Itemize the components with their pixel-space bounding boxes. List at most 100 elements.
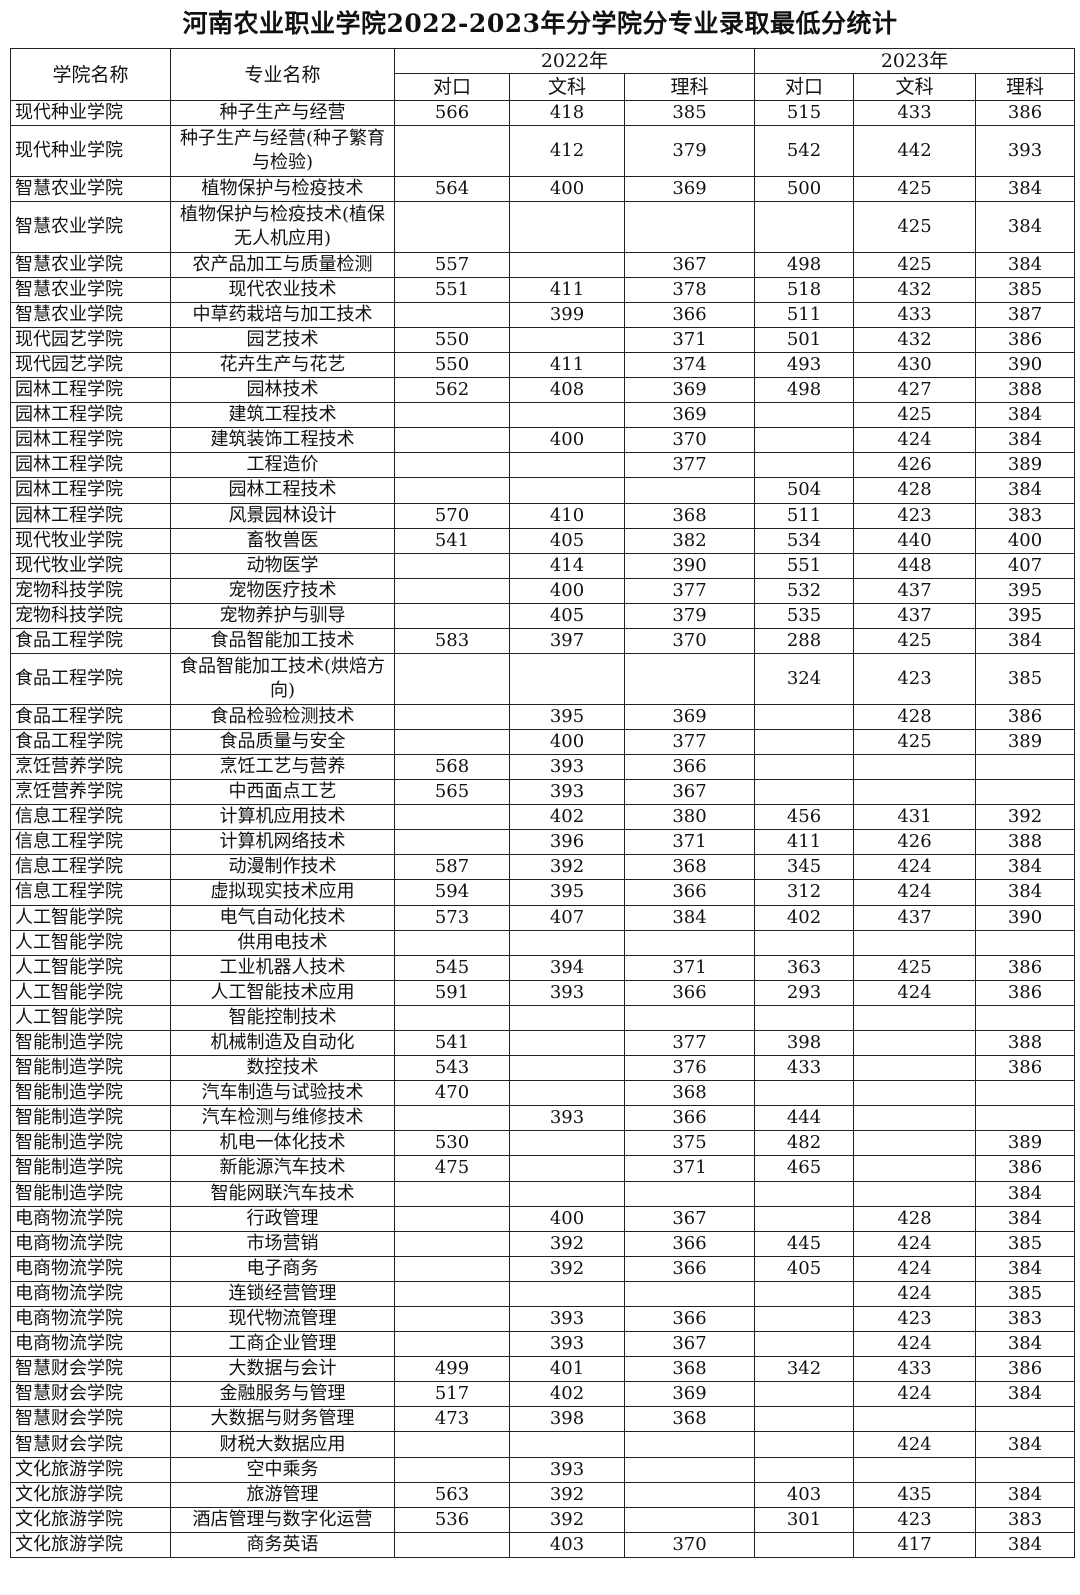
college-cell: 文化旅游学院	[10, 1456, 171, 1483]
score-2022-duikou: 551	[394, 276, 510, 303]
score-2023-wenke: 433	[853, 301, 977, 328]
score-2023-duikou: 498	[754, 377, 855, 404]
table-header: 学院名称 专业名称 2022年 2023年 对口 文科 理科 对口 文科 理科	[10, 48, 1076, 101]
score-2022-duikou	[394, 1004, 510, 1031]
college-cell: 园林工程学院	[10, 502, 171, 529]
score-2023-duikou: 511	[754, 502, 855, 529]
score-2022-duikou	[394, 427, 510, 454]
college-cell: 现代种业学院	[10, 125, 171, 177]
table-row: 智能制造学院 汽车制造与试验技术 470 368	[10, 1080, 1076, 1107]
table-row: 智慧农业学院 植物保护与检疫技术(植保无人机应用) 425 384	[10, 200, 1076, 253]
score-2023-wenke: 424	[853, 1331, 977, 1358]
score-2023-like: 386	[975, 1055, 1076, 1082]
score-2023-wenke: 432	[853, 276, 977, 303]
score-2022-duikou: 564	[394, 175, 510, 202]
score-2023-like: 386	[975, 954, 1076, 981]
score-2022-like: 380	[623, 804, 756, 831]
score-2022-wenke: 402	[509, 1381, 625, 1408]
score-2023-wenke: 437	[853, 602, 977, 629]
score-2023-duikou: 411	[754, 829, 855, 856]
major-cell: 供用电技术	[170, 929, 395, 956]
score-2023-like: 384	[975, 879, 1076, 906]
score-2023-duikou	[754, 200, 855, 253]
score-2022-duikou: 568	[394, 753, 510, 781]
major-cell: 园林技术	[170, 377, 395, 404]
college-cell: 智慧财会学院	[10, 1431, 171, 1458]
score-2022-wenke: 400	[509, 728, 625, 755]
table-row: 现代牧业学院 动物医学 414 390 551 448 407	[10, 552, 1076, 579]
score-2022-duikou	[394, 929, 510, 956]
score-2022-wenke: 400	[509, 577, 625, 604]
score-2023-duikou: 301	[754, 1506, 855, 1533]
score-2023-like: 387	[975, 301, 1076, 328]
college-cell: 园林工程学院	[10, 402, 171, 429]
major-cell: 种子生产与经营	[170, 99, 395, 127]
score-2022-wenke: 392	[509, 1506, 625, 1533]
score-2022-wenke: 393	[509, 1105, 625, 1132]
score-2023-like: 393	[975, 125, 1076, 177]
score-2022-like: 369	[623, 402, 756, 429]
major-cell: 空中乘务	[170, 1456, 395, 1483]
score-2022-wenke: 407	[509, 904, 625, 931]
score-2023-like: 386	[975, 979, 1076, 1006]
table-row: 电商物流学院 电子商务 392 366 405 424 384	[10, 1255, 1076, 1282]
major-cell: 数控技术	[170, 1055, 395, 1082]
score-2022-duikou: 543	[394, 1055, 510, 1082]
score-2023-wenke	[853, 753, 977, 781]
score-2023-wenke: 440	[853, 527, 977, 554]
college-cell: 智慧财会学院	[10, 1381, 171, 1408]
score-2022-like: 370	[623, 1531, 756, 1558]
score-2022-wenke: 393	[509, 779, 625, 806]
score-2023-like	[975, 753, 1076, 781]
score-2023-wenke: 424	[853, 1280, 977, 1308]
college-cell: 人工智能学院	[10, 954, 171, 981]
score-2023-wenke: 448	[853, 552, 977, 579]
score-2022-duikou: 587	[394, 854, 510, 881]
score-2023-wenke: 425	[853, 175, 977, 202]
header-2023-like: 理科	[975, 73, 1076, 101]
table-row: 信息工程学院 动漫制作技术 587 392 368 345 424 384	[10, 854, 1076, 881]
score-2022-like	[623, 1180, 756, 1207]
table-row: 宠物科技学院 宠物养护与驯导 405 379 535 437 395	[10, 602, 1076, 629]
score-2023-duikou: 535	[754, 602, 855, 629]
college-cell: 人工智能学院	[10, 929, 171, 956]
score-2022-duikou	[394, 577, 510, 604]
score-2022-like: 376	[623, 1055, 756, 1082]
admission-score-table: 学院名称 专业名称 2022年 2023年 对口 文科 理科 对口 文科 理科 …	[10, 48, 1076, 1558]
college-cell: 人工智能学院	[10, 1004, 171, 1031]
score-2022-duikou	[394, 728, 510, 755]
table-row: 智能制造学院 智能网联汽车技术 384	[10, 1180, 1076, 1207]
score-2022-duikou: 562	[394, 377, 510, 404]
major-cell: 食品智能加工技术	[170, 627, 395, 655]
major-cell: 酒店管理与数字化运营	[170, 1506, 395, 1533]
college-cell: 电商物流学院	[10, 1230, 171, 1257]
score-2022-duikou	[394, 653, 510, 705]
table-row: 园林工程学院 建筑装饰工程技术 400 370 424 384	[10, 427, 1076, 454]
score-2023-duikou: 312	[754, 879, 855, 906]
college-cell: 智能制造学院	[10, 1105, 171, 1132]
score-2023-duikou	[754, 1080, 855, 1107]
score-2023-duikou	[754, 1280, 855, 1308]
major-cell: 园林工程技术	[170, 477, 395, 504]
score-2022-like: 377	[623, 577, 756, 604]
score-2022-wenke	[509, 402, 625, 429]
score-2023-wenke: 437	[853, 904, 977, 931]
major-cell: 食品质量与安全	[170, 728, 395, 755]
college-cell: 电商物流学院	[10, 1280, 171, 1308]
score-2022-like: 366	[623, 1105, 756, 1132]
score-2023-duikou: 504	[754, 477, 855, 504]
score-2023-wenke	[853, 1004, 977, 1031]
score-2022-like: 369	[623, 175, 756, 202]
score-2023-duikou: 456	[754, 804, 855, 831]
score-2022-duikou	[394, 552, 510, 579]
college-cell: 食品工程学院	[10, 627, 171, 655]
score-2023-duikou: 500	[754, 175, 855, 202]
score-2022-like	[623, 1280, 756, 1308]
table-row: 食品工程学院 食品智能加工技术 583 397 370 288 425 384	[10, 627, 1076, 655]
table-row: 智慧财会学院 大数据与财务管理 473 398 368	[10, 1406, 1076, 1433]
table-row: 电商物流学院 现代物流管理 393 366 423 383	[10, 1305, 1076, 1333]
score-2022-like: 371	[623, 954, 756, 981]
score-2023-duikou	[754, 728, 855, 755]
table-row: 智能制造学院 机械制造及自动化 541 377 398 388	[10, 1029, 1076, 1057]
score-2023-like	[975, 779, 1076, 806]
